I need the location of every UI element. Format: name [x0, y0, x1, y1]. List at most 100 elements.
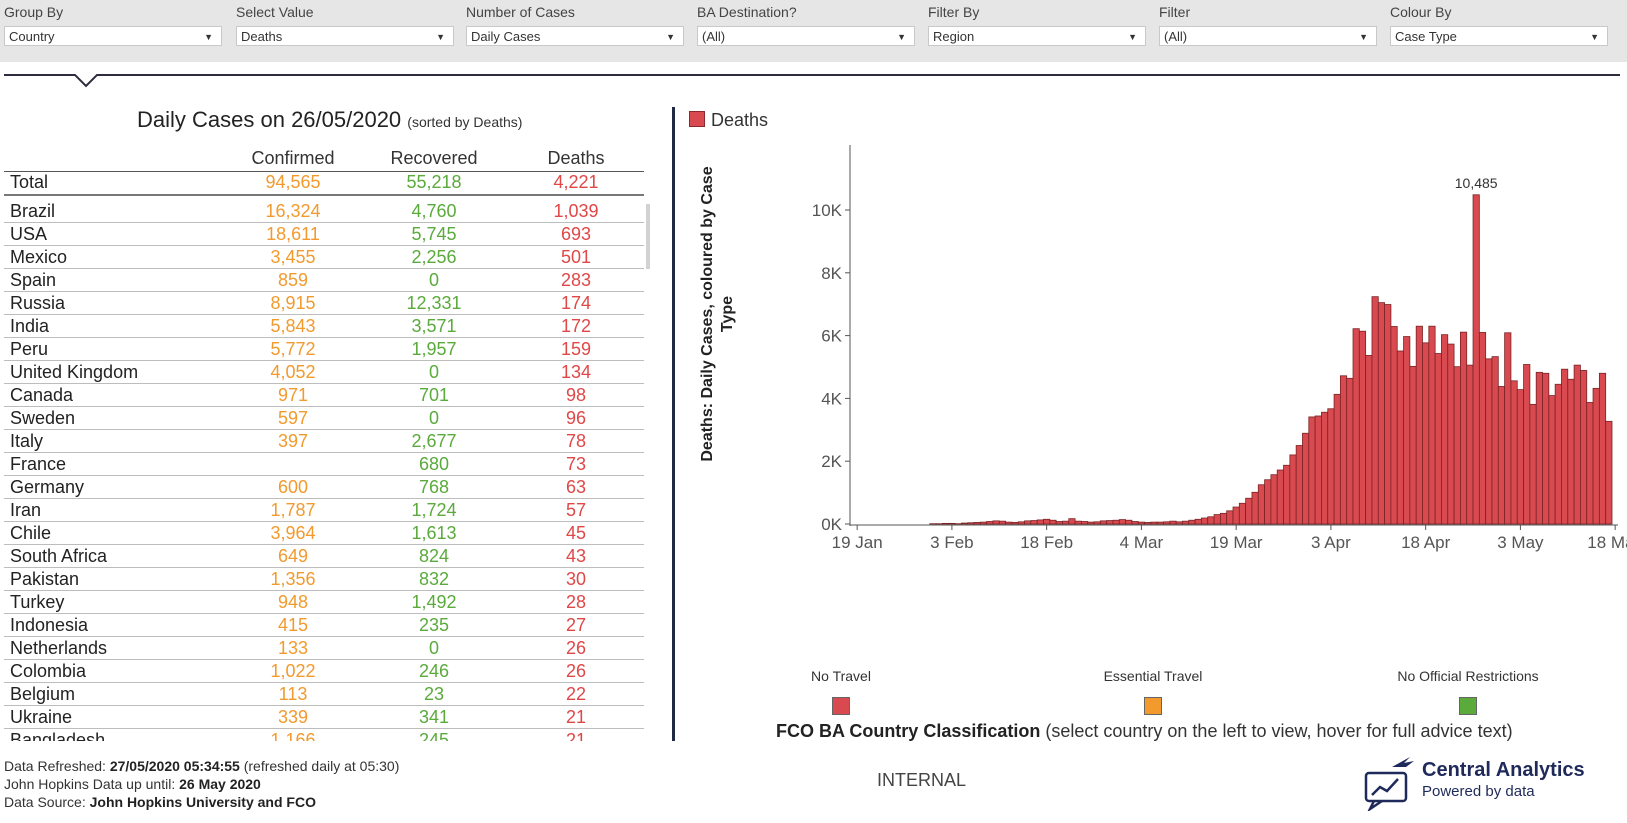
chart-bar[interactable] [1497, 386, 1506, 525]
chart-bar[interactable] [1403, 336, 1411, 525]
group-by-dropdown[interactable]: Country ▼ [4, 26, 222, 46]
chart-bar[interactable] [986, 521, 994, 525]
chart-bar[interactable] [1043, 518, 1051, 525]
chart-bar[interactable] [1327, 408, 1335, 525]
chart-bar[interactable] [1131, 521, 1139, 525]
chart-bar[interactable] [1030, 520, 1038, 525]
chart-bar[interactable] [1118, 519, 1127, 525]
table-row[interactable]: France 680 73 [4, 453, 644, 476]
number-of-cases-dropdown[interactable]: Daily Cases ▼ [466, 26, 684, 46]
chart-bar[interactable] [1276, 469, 1284, 525]
table-row[interactable]: Colombia 1,022 246 26 [4, 660, 644, 683]
table-row[interactable]: Italy 397 2,677 78 [4, 430, 644, 453]
chart-bar[interactable] [1561, 368, 1569, 525]
column-header-confirmed[interactable]: Confirmed [251, 148, 335, 168]
chart-bar[interactable] [1295, 445, 1303, 525]
table-row[interactable]: Canada 971 701 98 [4, 384, 644, 407]
chart-bar[interactable] [1466, 364, 1474, 525]
chart-bar[interactable] [1017, 521, 1025, 525]
filter-by-dropdown[interactable]: Region ▼ [928, 26, 1146, 46]
chart-bar[interactable] [1245, 497, 1253, 525]
table-row[interactable]: Sweden 597 0 96 [4, 407, 644, 430]
chart-bar[interactable] [1605, 420, 1613, 525]
chart-bar[interactable] [1542, 372, 1550, 525]
chart-bar[interactable] [1453, 366, 1461, 525]
chart-bar[interactable] [1175, 521, 1183, 525]
chart-bar[interactable] [1308, 416, 1316, 525]
chart-bar[interactable] [973, 522, 981, 525]
chart-bar[interactable] [979, 521, 988, 525]
table-row[interactable]: USA 18,611 5,745 693 [4, 223, 644, 246]
chart-bar[interactable] [1093, 521, 1101, 525]
chart-bar[interactable] [1529, 403, 1537, 525]
country-table-body[interactable]: Brazil 16,324 4,760 1,039 USA 18,611 5,745 693 M… [4, 200, 652, 741]
chart-bar[interactable] [1163, 521, 1171, 525]
chart-bar[interactable] [1226, 510, 1234, 525]
table-scrollbar[interactable] [646, 204, 650, 269]
chart-bar[interactable] [1586, 402, 1594, 525]
table-row[interactable]: Mexico 3,455 2,256 501 [4, 246, 644, 269]
chart-bar[interactable] [1213, 514, 1221, 525]
chart-bar[interactable] [1504, 332, 1512, 525]
chart-bar[interactable] [1321, 411, 1329, 525]
chart-bar[interactable] [1257, 484, 1265, 525]
chart-bar[interactable] [1106, 520, 1114, 525]
chart-bar[interactable] [992, 520, 1000, 525]
chart-bar[interactable] [1074, 520, 1082, 525]
filter-dropdown[interactable]: (All) ▼ [1159, 26, 1377, 46]
chart-bar[interactable] [1251, 491, 1259, 525]
chart-bar[interactable] [1554, 383, 1562, 525]
chart-bar[interactable] [1548, 395, 1556, 525]
chart-bar[interactable] [1598, 372, 1607, 525]
chart-bar[interactable] [1150, 521, 1158, 525]
chart-bar[interactable] [1182, 520, 1190, 525]
chart-bar[interactable] [1137, 521, 1145, 525]
chart-bar[interactable] [1188, 519, 1196, 525]
table-row[interactable]: Belgium 113 23 22 [4, 683, 644, 706]
table-row[interactable]: Pakistan 1,356 832 30 [4, 568, 644, 591]
chart-bar[interactable] [1434, 353, 1442, 525]
chart-bar[interactable] [1194, 518, 1202, 525]
chart-bar[interactable] [1049, 519, 1057, 525]
chart-bar[interactable] [1005, 521, 1013, 525]
chart-bar[interactable] [960, 522, 969, 525]
chart-bar[interactable] [1333, 393, 1341, 525]
chart-bar[interactable] [1428, 325, 1436, 525]
chart-bar[interactable] [1535, 371, 1543, 525]
chart-bar[interactable] [1011, 522, 1019, 525]
chart-bar[interactable] [1472, 194, 1480, 525]
chart-bar[interactable] [1390, 326, 1398, 525]
chart-bar[interactable] [1447, 343, 1455, 525]
chart-bar[interactable] [1365, 354, 1373, 525]
chart-bar[interactable] [1232, 506, 1240, 525]
column-header-recovered[interactable]: Recovered [390, 148, 478, 168]
chart-bar[interactable] [1441, 334, 1449, 525]
chart-bar[interactable] [1485, 358, 1493, 525]
chart-bar[interactable] [1339, 375, 1348, 525]
table-row[interactable]: United Kingdom 4,052 0 134 [4, 361, 644, 384]
chart-bar[interactable] [1238, 502, 1247, 525]
chart-bar[interactable] [998, 520, 1006, 525]
chart-bar[interactable] [1144, 522, 1152, 525]
chart-bar[interactable] [1207, 516, 1215, 525]
table-row[interactable]: Germany 600 768 63 [4, 476, 644, 499]
chart-bar[interactable] [1592, 387, 1600, 525]
chart-bar[interactable] [1415, 325, 1423, 525]
chart-bar[interactable] [1219, 512, 1228, 525]
chart-bar[interactable] [1125, 519, 1133, 525]
chart-bar[interactable] [1270, 474, 1278, 525]
ba-destination-dropdown[interactable]: (All) ▼ [697, 26, 915, 46]
table-row[interactable]: Peru 5,772 1,957 159 [4, 338, 644, 361]
column-header-deaths[interactable]: Deaths [547, 148, 605, 168]
chart-bar[interactable] [1283, 464, 1291, 525]
chart-bar[interactable] [1346, 377, 1354, 525]
chart-bar[interactable] [1169, 520, 1177, 525]
chart-bar[interactable] [1377, 302, 1385, 525]
table-row[interactable]: Russia 8,915 12,331 174 [4, 292, 644, 315]
colour-by-dropdown[interactable]: Case Type ▼ [1390, 26, 1608, 46]
chart-bar[interactable] [1068, 518, 1076, 525]
chart-bar[interactable] [1523, 364, 1531, 525]
chart-bar[interactable] [1352, 328, 1360, 525]
chart-bar[interactable] [1491, 356, 1499, 525]
chart-bar[interactable] [1062, 520, 1070, 525]
